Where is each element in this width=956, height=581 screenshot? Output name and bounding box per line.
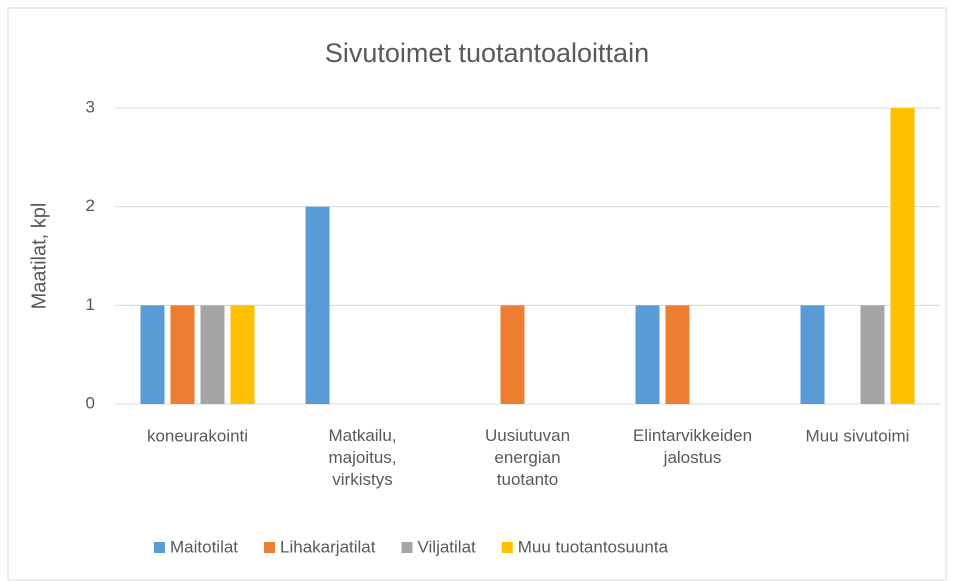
bar	[500, 305, 525, 404]
legend-label: Muu tuotantosuunta	[518, 537, 669, 556]
legend-label: Maitotilat	[170, 537, 238, 556]
bar	[305, 206, 330, 404]
x-tick-label: Muu sivutoimi	[806, 426, 910, 445]
bar	[170, 305, 195, 404]
bar	[665, 305, 690, 404]
legend-swatch	[501, 542, 513, 553]
x-tick-label: Uusiutuvan energian tuotanto	[485, 426, 570, 489]
y-axis-label: Maatilat, kpl	[28, 203, 50, 310]
legend-swatch	[154, 542, 165, 553]
bar	[890, 108, 915, 404]
bar	[635, 305, 660, 404]
bar	[200, 305, 225, 404]
bar	[140, 305, 165, 404]
legend-label: Viljatilat	[417, 537, 476, 556]
legend-swatch	[264, 542, 276, 553]
bar	[800, 305, 825, 404]
chart-title: Sivutoimet tuotantoaloittain	[325, 38, 649, 68]
x-tick-label: koneurakointi	[147, 426, 248, 445]
chart-frame	[7, 7, 947, 581]
legend-swatch	[401, 542, 413, 553]
y-tick-label: 2	[86, 196, 95, 215]
x-tick-label: Matkailu, majoitus, virkistys	[328, 426, 396, 489]
legend-label: Lihakarjatilat	[280, 537, 376, 556]
bar	[860, 305, 885, 404]
y-tick-label: 3	[86, 97, 95, 116]
y-tick-label: 1	[86, 295, 95, 314]
bar	[230, 305, 255, 404]
y-tick-label: 0	[86, 393, 95, 412]
x-tick-label: Elintarvikkeiden jalostus	[633, 426, 752, 467]
